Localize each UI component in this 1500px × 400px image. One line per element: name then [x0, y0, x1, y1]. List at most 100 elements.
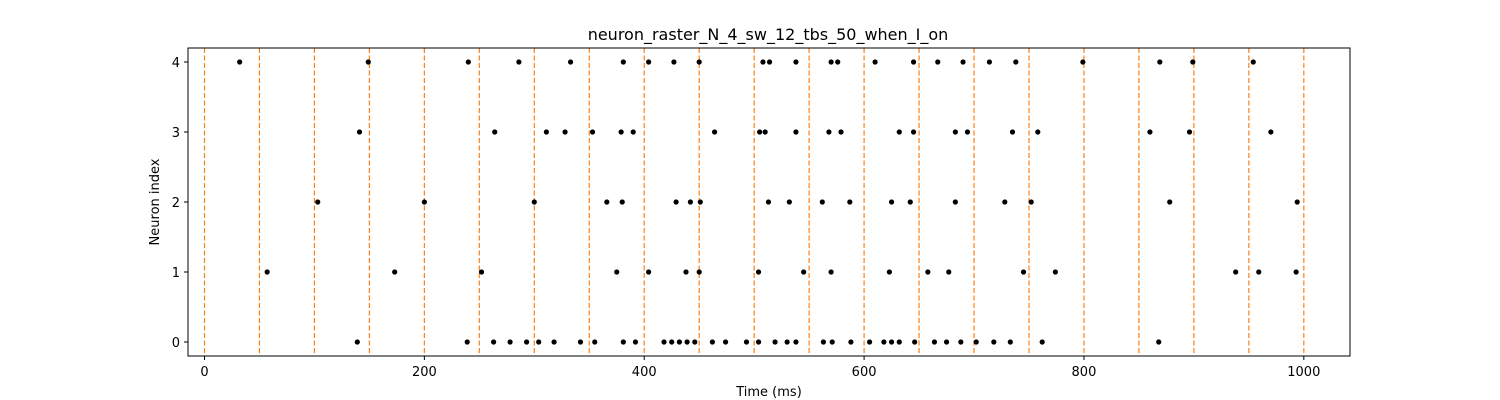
- spike-point: [826, 129, 832, 135]
- spike-point: [1013, 59, 1019, 65]
- spike-point: [673, 199, 679, 205]
- spike-point: [755, 269, 762, 275]
- spike-point: [1190, 59, 1196, 65]
- spike-point: [943, 339, 950, 345]
- spike-point: [1156, 339, 1162, 345]
- spike-point: [991, 339, 997, 345]
- spike-point: [872, 59, 878, 65]
- spike-point: [709, 339, 715, 345]
- x-tick-label: 200: [412, 365, 437, 380]
- spike-point: [692, 339, 698, 345]
- spike-point: [1167, 199, 1173, 205]
- spike-point: [910, 129, 917, 135]
- spike-point: [567, 59, 574, 65]
- spike-point: [589, 129, 596, 135]
- spike-point: [1157, 59, 1163, 65]
- spike-point: [630, 129, 636, 135]
- spike-point: [973, 339, 979, 345]
- spike-point: [952, 129, 958, 135]
- spike-point: [465, 59, 471, 65]
- spike-point: [684, 339, 690, 345]
- spike-point: [604, 199, 610, 205]
- spike-point: [696, 59, 702, 65]
- spike-point: [237, 59, 243, 65]
- spike-point: [888, 199, 895, 205]
- spike-point: [464, 339, 470, 345]
- spike-point: [838, 129, 844, 135]
- spike-point: [671, 59, 677, 65]
- spike-point: [964, 129, 971, 135]
- spike-point: [986, 59, 993, 65]
- x-tick-label: 400: [632, 365, 657, 380]
- spike-point: [1007, 339, 1013, 345]
- spike-point: [960, 59, 966, 65]
- spike-point: [1233, 269, 1239, 275]
- spike-point: [669, 339, 675, 345]
- x-tick-label: 1000: [1287, 365, 1320, 380]
- spike-point: [793, 59, 799, 65]
- spike-point: [492, 129, 498, 135]
- spike-point: [661, 339, 667, 345]
- spike-point: [536, 339, 542, 345]
- spike-point: [819, 199, 825, 205]
- y-tick-label: 2: [172, 196, 180, 211]
- spike-point: [784, 339, 790, 345]
- spike-point: [676, 339, 683, 345]
- spike-point: [786, 199, 792, 205]
- spike-point: [958, 339, 964, 345]
- chart-title: neuron_raster_N_4_sw_12_tbs_50_when_I_on: [588, 25, 949, 45]
- spike-point: [1268, 129, 1274, 135]
- spike-point: [931, 339, 938, 345]
- spike-point: [516, 59, 522, 65]
- spike-point: [722, 339, 729, 345]
- spike-point: [760, 59, 766, 65]
- spike-point: [696, 269, 702, 275]
- spike-point: [315, 199, 321, 205]
- x-tick-label: 0: [200, 365, 208, 380]
- spike-point: [925, 269, 931, 275]
- spike-point: [614, 269, 620, 275]
- spike-point: [577, 339, 584, 345]
- spike-point: [762, 129, 768, 135]
- spike-point: [888, 339, 895, 345]
- spike-point: [828, 269, 834, 275]
- spike-point: [618, 129, 624, 135]
- spike-point: [935, 59, 941, 65]
- spike-point: [1080, 59, 1086, 65]
- spike-point: [620, 339, 626, 345]
- spike-point: [507, 339, 513, 345]
- spike-point: [743, 339, 750, 345]
- spike-point: [646, 269, 652, 275]
- spike-point: [766, 59, 773, 65]
- spike-point: [952, 199, 958, 205]
- spike-point: [910, 59, 917, 65]
- y-tick-label: 3: [172, 126, 180, 141]
- spike-point: [1009, 129, 1016, 135]
- spike-point: [820, 339, 827, 345]
- spike-point: [757, 129, 763, 135]
- y-tick-label: 4: [172, 56, 180, 71]
- spike-point: [683, 269, 689, 275]
- spike-point: [264, 269, 270, 275]
- spike-point: [646, 59, 652, 65]
- y-tick-label: 0: [172, 336, 180, 351]
- spike-point: [847, 199, 853, 205]
- spike-point: [592, 339, 598, 345]
- spike-point: [896, 339, 902, 345]
- spike-point: [620, 59, 626, 65]
- spike-point: [1256, 269, 1262, 275]
- spike-point: [907, 199, 913, 205]
- spike-point: [356, 129, 363, 135]
- vertical-markers: [203, 48, 1305, 356]
- spike-point: [828, 59, 834, 65]
- spike-point: [687, 199, 693, 205]
- spike-point: [354, 339, 360, 345]
- spike-point: [1052, 269, 1058, 275]
- spike-point: [551, 339, 557, 345]
- spike-point: [523, 339, 530, 345]
- spike-point: [632, 339, 639, 345]
- spike-point: [619, 199, 625, 205]
- spike-point: [946, 269, 952, 275]
- spike-point: [1294, 199, 1300, 205]
